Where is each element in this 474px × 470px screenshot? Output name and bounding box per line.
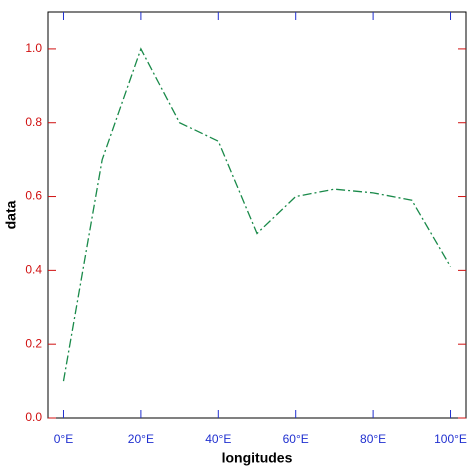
y-tick-label: 1.0 (25, 41, 42, 55)
y-tick-label: 0.2 (25, 336, 42, 350)
x-tick-label: 40°E (205, 432, 231, 446)
x-axis-label: longitudes (222, 450, 293, 466)
x-tick-label: 100°E (434, 432, 467, 446)
plot-frame (47, 11, 467, 419)
y-tick-label: 0.8 (25, 115, 42, 129)
y-tick-label: 0.0 (25, 410, 42, 424)
x-tick-label: 60°E (283, 432, 309, 446)
y-tick-label: 0.6 (25, 189, 42, 203)
y-tick-label: 0.4 (25, 263, 42, 277)
data-line (62, 47, 452, 382)
x-tick-label: 0°E (54, 432, 73, 446)
y-axis-label: data (3, 200, 19, 229)
x-tick-label: 20°E (128, 432, 154, 446)
x-tick-label: 80°E (360, 432, 386, 446)
